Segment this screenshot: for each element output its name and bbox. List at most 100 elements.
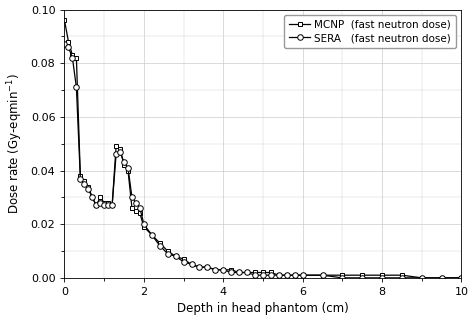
MCNP  (fast neutron dose) xyxy=(93,204,99,207)
SERA   (fast neutron dose) xyxy=(97,201,103,205)
SERA   (fast neutron dose) xyxy=(82,182,87,186)
MCNP  (fast neutron dose) xyxy=(62,18,67,22)
MCNP  (fast neutron dose) xyxy=(439,276,445,280)
SERA   (fast neutron dose) xyxy=(220,268,226,272)
SERA   (fast neutron dose) xyxy=(359,276,365,280)
SERA   (fast neutron dose) xyxy=(379,276,385,280)
SERA   (fast neutron dose) xyxy=(137,206,143,210)
SERA   (fast neutron dose) xyxy=(125,166,131,170)
SERA   (fast neutron dose) xyxy=(276,273,282,277)
MCNP  (fast neutron dose) xyxy=(228,268,234,272)
MCNP  (fast neutron dose) xyxy=(101,201,107,205)
MCNP  (fast neutron dose) xyxy=(109,204,115,207)
MCNP  (fast neutron dose) xyxy=(73,56,79,60)
MCNP  (fast neutron dose) xyxy=(212,268,218,272)
MCNP  (fast neutron dose) xyxy=(78,174,83,178)
SERA   (fast neutron dose) xyxy=(117,150,123,154)
SERA   (fast neutron dose) xyxy=(121,160,127,164)
SERA   (fast neutron dose) xyxy=(133,201,139,205)
SERA   (fast neutron dose) xyxy=(419,276,425,280)
MCNP  (fast neutron dose) xyxy=(419,276,425,280)
MCNP  (fast neutron dose) xyxy=(244,271,250,274)
MCNP  (fast neutron dose) xyxy=(284,273,290,277)
SERA   (fast neutron dose) xyxy=(85,187,91,191)
SERA   (fast neutron dose) xyxy=(65,45,71,49)
SERA   (fast neutron dose) xyxy=(157,244,163,247)
SERA   (fast neutron dose) xyxy=(109,204,115,207)
MCNP  (fast neutron dose) xyxy=(260,271,266,274)
SERA   (fast neutron dose) xyxy=(181,260,186,264)
MCNP  (fast neutron dose) xyxy=(165,249,171,253)
MCNP  (fast neutron dose) xyxy=(133,209,139,213)
MCNP  (fast neutron dose) xyxy=(220,268,226,272)
MCNP  (fast neutron dose) xyxy=(90,195,95,199)
X-axis label: Depth in head phantom (cm): Depth in head phantom (cm) xyxy=(177,302,349,316)
MCNP  (fast neutron dose) xyxy=(268,271,274,274)
MCNP  (fast neutron dose) xyxy=(276,273,282,277)
MCNP  (fast neutron dose) xyxy=(252,271,258,274)
MCNP  (fast neutron dose) xyxy=(105,201,111,205)
SERA   (fast neutron dose) xyxy=(244,271,250,274)
MCNP  (fast neutron dose) xyxy=(85,185,91,188)
SERA   (fast neutron dose) xyxy=(268,273,274,277)
MCNP  (fast neutron dose) xyxy=(121,163,127,167)
MCNP  (fast neutron dose) xyxy=(339,273,345,277)
SERA   (fast neutron dose) xyxy=(197,265,202,269)
MCNP  (fast neutron dose) xyxy=(117,147,123,151)
SERA   (fast neutron dose) xyxy=(237,271,242,274)
MCNP  (fast neutron dose) xyxy=(173,255,179,258)
SERA   (fast neutron dose) xyxy=(129,195,135,199)
MCNP  (fast neutron dose) xyxy=(459,276,465,280)
SERA   (fast neutron dose) xyxy=(284,273,290,277)
SERA   (fast neutron dose) xyxy=(93,204,99,207)
MCNP  (fast neutron dose) xyxy=(65,40,71,44)
SERA   (fast neutron dose) xyxy=(319,273,325,277)
SERA   (fast neutron dose) xyxy=(149,233,155,237)
SERA   (fast neutron dose) xyxy=(205,265,210,269)
MCNP  (fast neutron dose) xyxy=(189,263,194,266)
SERA   (fast neutron dose) xyxy=(292,273,298,277)
SERA   (fast neutron dose) xyxy=(113,152,119,156)
SERA   (fast neutron dose) xyxy=(339,276,345,280)
MCNP  (fast neutron dose) xyxy=(237,271,242,274)
MCNP  (fast neutron dose) xyxy=(70,53,75,57)
SERA   (fast neutron dose) xyxy=(459,276,465,280)
MCNP  (fast neutron dose) xyxy=(359,273,365,277)
SERA   (fast neutron dose) xyxy=(399,276,405,280)
MCNP  (fast neutron dose) xyxy=(181,257,186,261)
SERA   (fast neutron dose) xyxy=(78,177,83,180)
SERA   (fast neutron dose) xyxy=(173,255,179,258)
SERA   (fast neutron dose) xyxy=(300,273,306,277)
SERA   (fast neutron dose) xyxy=(228,271,234,274)
SERA   (fast neutron dose) xyxy=(260,273,266,277)
SERA   (fast neutron dose) xyxy=(189,263,194,266)
MCNP  (fast neutron dose) xyxy=(149,233,155,237)
MCNP  (fast neutron dose) xyxy=(97,195,103,199)
SERA   (fast neutron dose) xyxy=(70,56,75,60)
Line: SERA   (fast neutron dose): SERA (fast neutron dose) xyxy=(62,42,464,281)
SERA   (fast neutron dose) xyxy=(439,276,445,280)
SERA   (fast neutron dose) xyxy=(252,273,258,277)
SERA   (fast neutron dose) xyxy=(165,252,171,256)
SERA   (fast neutron dose) xyxy=(141,222,147,226)
Y-axis label: Dose rate (Gy-eqmin$^{-1}$): Dose rate (Gy-eqmin$^{-1}$) xyxy=(6,73,25,214)
MCNP  (fast neutron dose) xyxy=(292,273,298,277)
SERA   (fast neutron dose) xyxy=(90,195,95,199)
SERA   (fast neutron dose) xyxy=(101,204,107,207)
MCNP  (fast neutron dose) xyxy=(82,179,87,183)
Legend: MCNP  (fast neutron dose), SERA   (fast neutron dose): MCNP (fast neutron dose), SERA (fast neu… xyxy=(284,15,456,48)
SERA   (fast neutron dose) xyxy=(62,42,67,46)
Line: MCNP  (fast neutron dose): MCNP (fast neutron dose) xyxy=(62,18,464,280)
MCNP  (fast neutron dose) xyxy=(137,212,143,215)
MCNP  (fast neutron dose) xyxy=(379,273,385,277)
MCNP  (fast neutron dose) xyxy=(205,265,210,269)
MCNP  (fast neutron dose) xyxy=(129,206,135,210)
MCNP  (fast neutron dose) xyxy=(197,265,202,269)
SERA   (fast neutron dose) xyxy=(212,268,218,272)
MCNP  (fast neutron dose) xyxy=(157,241,163,245)
MCNP  (fast neutron dose) xyxy=(125,169,131,172)
MCNP  (fast neutron dose) xyxy=(141,225,147,229)
SERA   (fast neutron dose) xyxy=(73,85,79,89)
MCNP  (fast neutron dose) xyxy=(399,273,405,277)
SERA   (fast neutron dose) xyxy=(105,204,111,207)
